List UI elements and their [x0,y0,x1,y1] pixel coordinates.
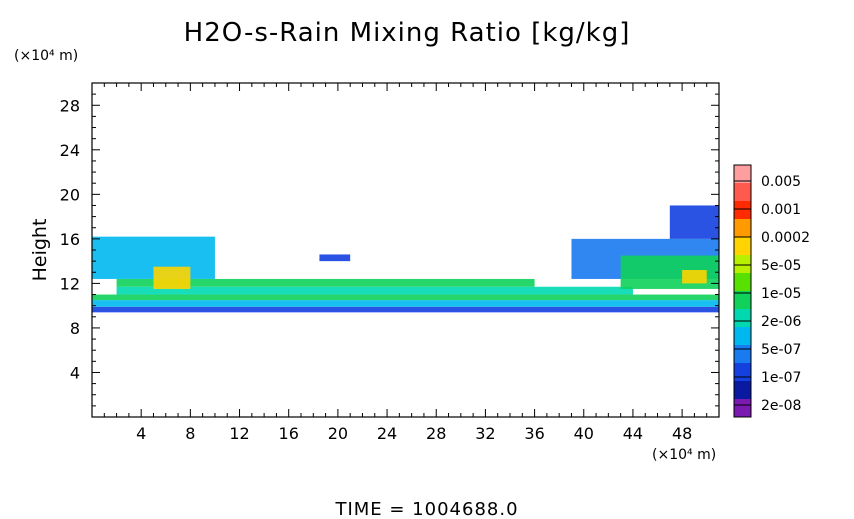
colorbar-swatch [734,291,751,310]
colorbar: 0.005 0.001 0.0002 5e-05 1e-05 2e-06 5e-07 1e-0… [733,164,810,418]
colorbar-swatch [734,309,751,328]
heatmap-region-3 [116,286,633,295]
colorbar-swatch [734,327,751,346]
heatmap-region-7 [319,254,351,262]
heatmap-regions [92,205,719,313]
colorbar-label: 2e-06 [761,314,801,330]
colorbar-swatch [734,183,751,202]
colorbar-swatch [734,345,751,364]
colorbar-label: 1e-05 [761,286,801,302]
y-tick-label: 24 [60,141,80,160]
x-tick-label: 48 [672,424,692,443]
colorbar-label: 5e-07 [761,342,801,358]
y-axis-label: Height [29,219,51,282]
x-tick-label: 40 [574,424,594,443]
y-tick-label: 16 [60,230,80,249]
x-tick-label: 4 [136,424,146,443]
colorbar-frame [733,164,752,418]
heatmap-region-6 [153,266,191,289]
colorbar-label: 2e-08 [761,398,801,414]
y-tick-label: 28 [60,96,80,115]
colorbar-swatch [734,381,751,400]
colorbar-swatch [734,219,751,238]
x-tick-label: 32 [475,424,495,443]
x-axis-unit: (×10⁴ m) [652,447,716,463]
y-tick-label: 8 [70,319,80,338]
x-tick-label: 8 [185,424,195,443]
colorbar-label: 1e-07 [761,370,801,386]
x-tick-label: 20 [328,424,348,443]
heatmap-region-11 [669,205,719,239]
x-tick-label: 12 [229,424,249,443]
heatmap-region-10 [682,270,707,284]
heatmap-region-4 [116,278,535,287]
x-tick-label: 44 [623,424,643,443]
colorbar-swatch [734,201,751,220]
colorbar-swatch [734,165,751,184]
chart-title: H2O-s-Rain Mixing Ratio [kg/kg] [184,18,631,48]
colorbar-label: 0.0002 [761,230,810,246]
time-label: TIME = 1004688.0 [334,499,518,519]
x-tick-label: 16 [279,424,299,443]
y-tick-label: 20 [60,185,80,204]
colorbar-label: 0.005 [761,174,801,190]
colorbar-swatch [734,237,751,256]
colorbar-swatch [734,255,751,274]
x-tick-label: 24 [377,424,397,443]
colorbar-swatch [734,273,751,292]
colorbar-label: 0.001 [761,202,801,218]
heatmap-region-0 [92,306,719,313]
y-tick-label: 4 [70,363,80,382]
y-axis-unit: (×10⁴ m) [14,48,78,64]
colorbar-label: 5e-05 [761,258,801,274]
heatmap-region-1 [92,300,719,307]
colorbar-swatch [734,399,751,418]
x-tick-label: 28 [426,424,446,443]
colorbar-swatch [734,363,751,382]
y-tick-label: 12 [60,274,80,293]
x-tick-label: 36 [524,424,544,443]
heatmap-region-2 [92,294,719,301]
